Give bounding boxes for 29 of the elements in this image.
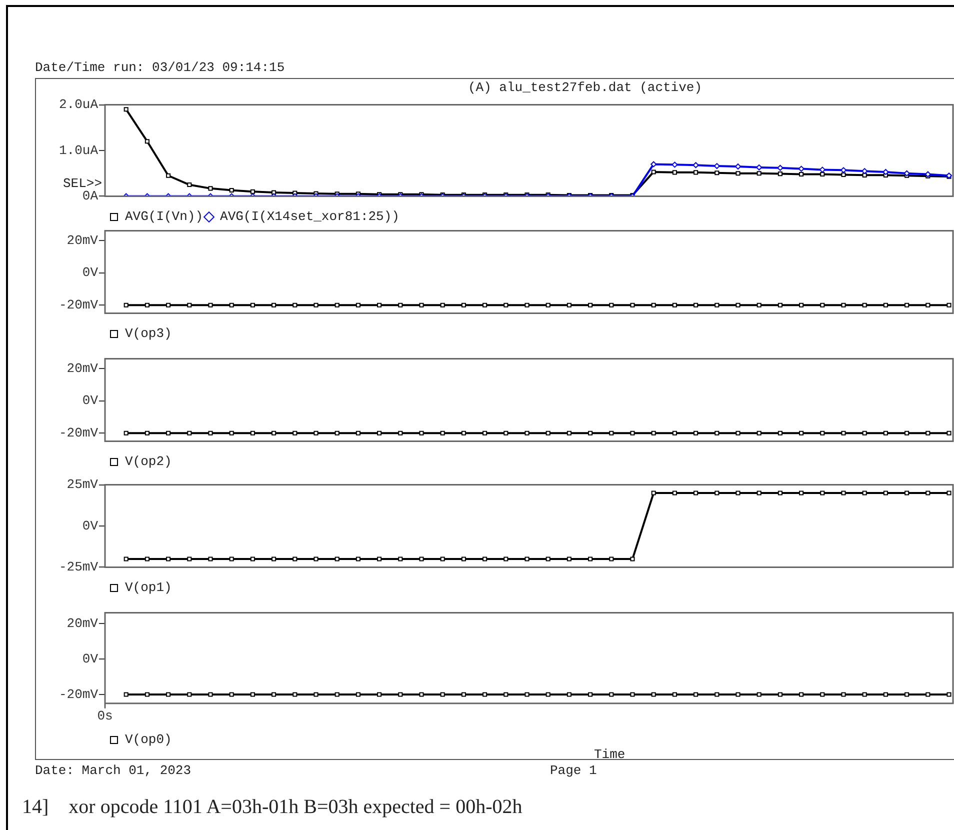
y-tick-label: 20mV: [66, 616, 98, 631]
y-tick-label: -20mV: [58, 426, 98, 441]
text: SEL>>: [63, 176, 102, 191]
y-tick-label: 1.0uA: [58, 142, 98, 158]
y-tick-label: 0V: [82, 518, 98, 534]
y-tick-label: -20mV: [58, 686, 98, 702]
x-tick-label: 0s: [97, 708, 113, 724]
text: 14] xor opcode 1101 A=03h-01h B=03h expected = 00h-02h: [22, 796, 522, 819]
y-tick-label: 0A: [82, 188, 98, 204]
x-axis-title: Time: [594, 747, 626, 762]
y-tick-label: 20mV: [66, 360, 98, 376]
legend-label: V(op2): [125, 454, 172, 469]
legend-label: AVG(I(X14set_xor81:25)): [220, 209, 400, 224]
y-tick-label: 0V: [82, 265, 98, 280]
text: Date/Time run: 03/01/23 09:14:15: [35, 60, 285, 75]
legend-label: V(op3): [125, 326, 172, 341]
chart-title: (A) alu_test27feb.dat (active): [466, 80, 704, 95]
y-tick-label: -20mV: [58, 298, 98, 313]
legend-label: V(op1): [125, 580, 172, 595]
y-tick-label: 0V: [82, 651, 98, 666]
y-tick-label: 2.0uA: [58, 97, 98, 112]
y-tick-label: 25mV: [66, 477, 98, 492]
y-tick-label: 0V: [82, 393, 98, 408]
legend-label: AVG(I(Vn)): [125, 209, 204, 224]
y-tick-label: -25mV: [58, 560, 98, 575]
text: Page 1: [550, 763, 597, 778]
legend-label: V(op0): [125, 732, 172, 747]
text: Date: March 01, 2023: [35, 763, 192, 778]
y-tick-label: 20mV: [66, 232, 98, 248]
